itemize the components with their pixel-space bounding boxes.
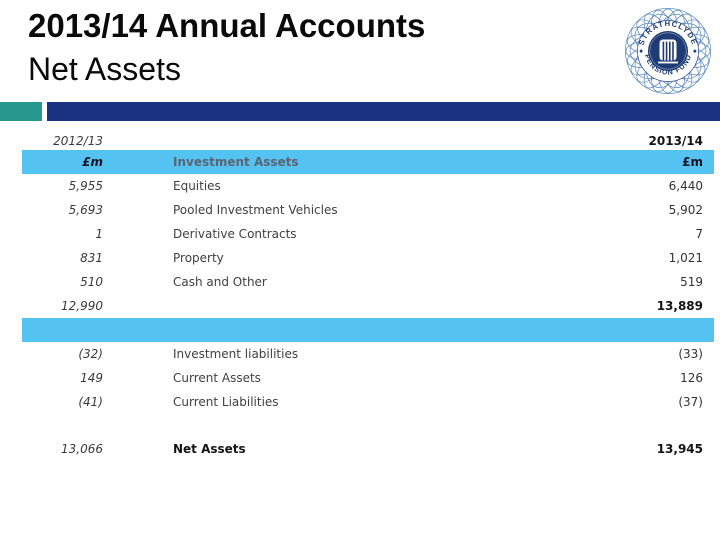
slide-title: 2013/14 Annual Accounts Net Assets	[28, 4, 425, 90]
curr-value: 5,902	[668, 203, 703, 217]
row-label: Investment liabilities	[173, 347, 299, 361]
navy-accent-bar	[47, 102, 720, 121]
blue-divider-bar	[22, 318, 714, 342]
table-row: 831 Property 1,021	[22, 246, 714, 270]
table-row: 1 Derivative Contracts 7	[22, 222, 714, 246]
prev-value: (41)	[78, 395, 103, 409]
table-row: 5,693 Pooled Investment Vehicles 5,902	[22, 198, 714, 222]
prev-value: 831	[80, 251, 103, 265]
row-label: Pooled Investment Vehicles	[173, 203, 338, 217]
prev-subtotal: 12,990	[61, 299, 103, 313]
curr-value: (37)	[678, 395, 703, 409]
curr-subtotal: 13,889	[656, 299, 703, 313]
curr-year-label: 2013/14	[648, 134, 703, 148]
subtotal-row: 12,990 13,889	[22, 294, 714, 318]
teal-accent-bar	[0, 102, 42, 121]
prev-unit-label: £m	[82, 155, 103, 169]
prev-value: 5,955	[68, 179, 103, 193]
prev-value: 5,693	[68, 203, 103, 217]
table-row: 5,955 Equities 6,440	[22, 174, 714, 198]
row-label: Cash and Other	[173, 275, 267, 289]
prev-value: 149	[80, 371, 103, 385]
table-header-row: £m Investment Assets £m	[22, 150, 714, 174]
net-assets-table: 2012/13 2013/14 £m Investment Assets £m …	[22, 131, 714, 461]
curr-unit-label: £m	[682, 155, 703, 169]
pension-fund-seal-icon: STRATHCLYDE PENSION FUND	[624, 7, 712, 95]
table-row: 149 Current Assets 126	[22, 366, 714, 390]
net-assets-label: Net Assets	[173, 442, 246, 456]
net-assets-row: 13,066 Net Assets 13,945	[22, 437, 714, 461]
table-header-title: Investment Assets	[173, 155, 299, 169]
curr-value: 1,021	[668, 251, 703, 265]
curr-value: (33)	[678, 347, 703, 361]
curr-value: 126	[680, 371, 703, 385]
table-row: (32) Investment liabilities (33)	[22, 342, 714, 366]
year-header-row: 2012/13 2013/14	[22, 131, 714, 150]
table-row: (41) Current Liabilities (37)	[22, 390, 714, 414]
curr-net-total: 13,945	[656, 442, 703, 456]
title-line-accounts: 2013/14 Annual Accounts	[28, 7, 426, 44]
row-label: Equities	[173, 179, 221, 193]
prev-value: 1	[95, 227, 103, 241]
columns-pillar-icon	[658, 39, 678, 64]
curr-value: 6,440	[668, 179, 703, 193]
row-label: Derivative Contracts	[173, 227, 297, 241]
prev-value: 510	[80, 275, 103, 289]
row-label: Current Assets	[173, 371, 261, 385]
table-row: 510 Cash and Other 519	[22, 270, 714, 294]
title-line-net-assets: Net Assets	[28, 51, 181, 87]
row-label: Current Liabilities	[173, 395, 279, 409]
prev-year-label: 2012/13	[53, 134, 103, 148]
curr-value: 519	[680, 275, 703, 289]
prev-net-total: 13,066	[61, 442, 103, 456]
prev-value: (32)	[78, 347, 103, 361]
curr-value: 7	[695, 227, 703, 241]
row-label: Property	[173, 251, 224, 265]
